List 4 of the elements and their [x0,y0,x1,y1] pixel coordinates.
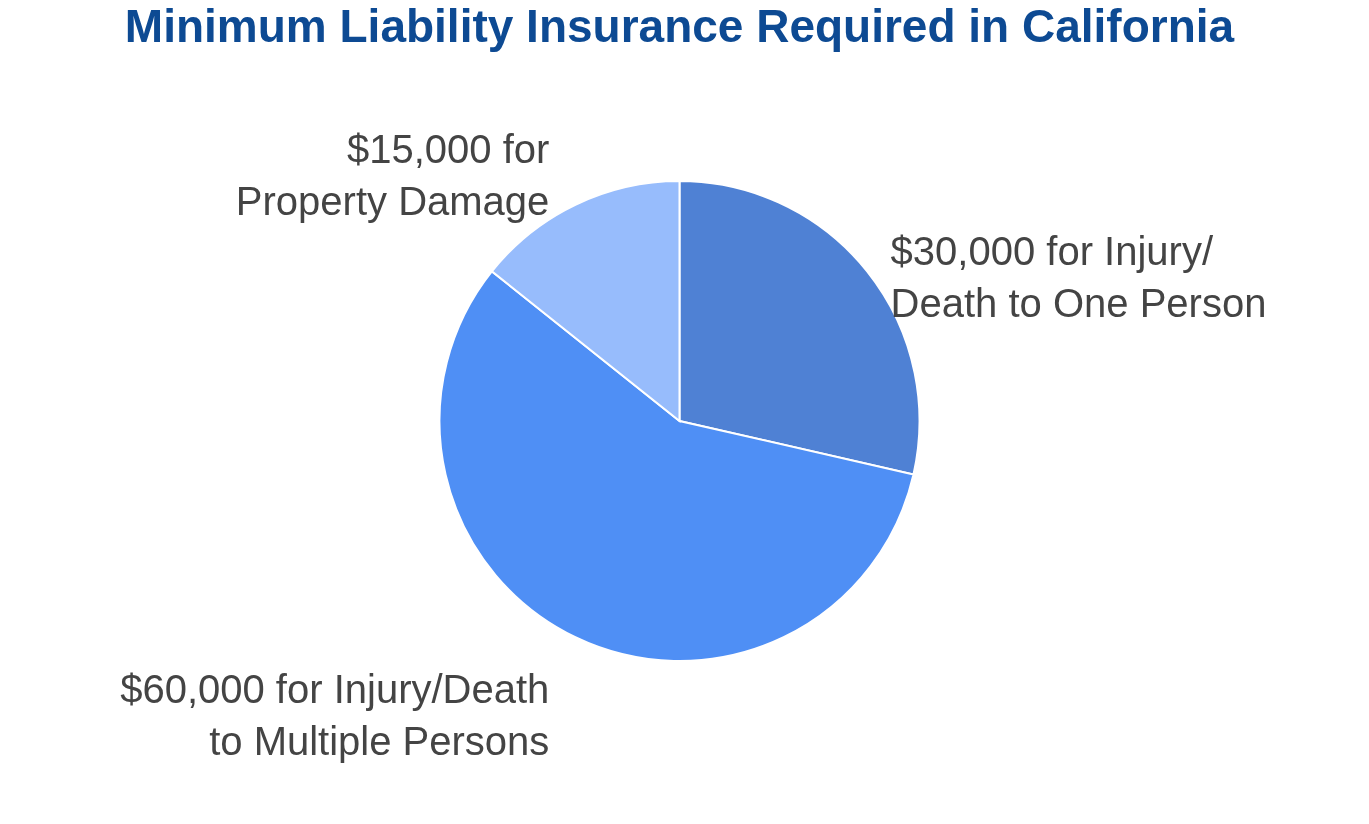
slice-label: $30,000 for Injury/ Death to One Person [890,228,1267,325]
slice-label: $60,000 for Injury/Death to Multiple Persons [120,667,550,764]
chart-title: Minimum Liability Insurance Required in California [124,0,1235,52]
slice-label: $15,000 for Property Damage [235,126,550,223]
